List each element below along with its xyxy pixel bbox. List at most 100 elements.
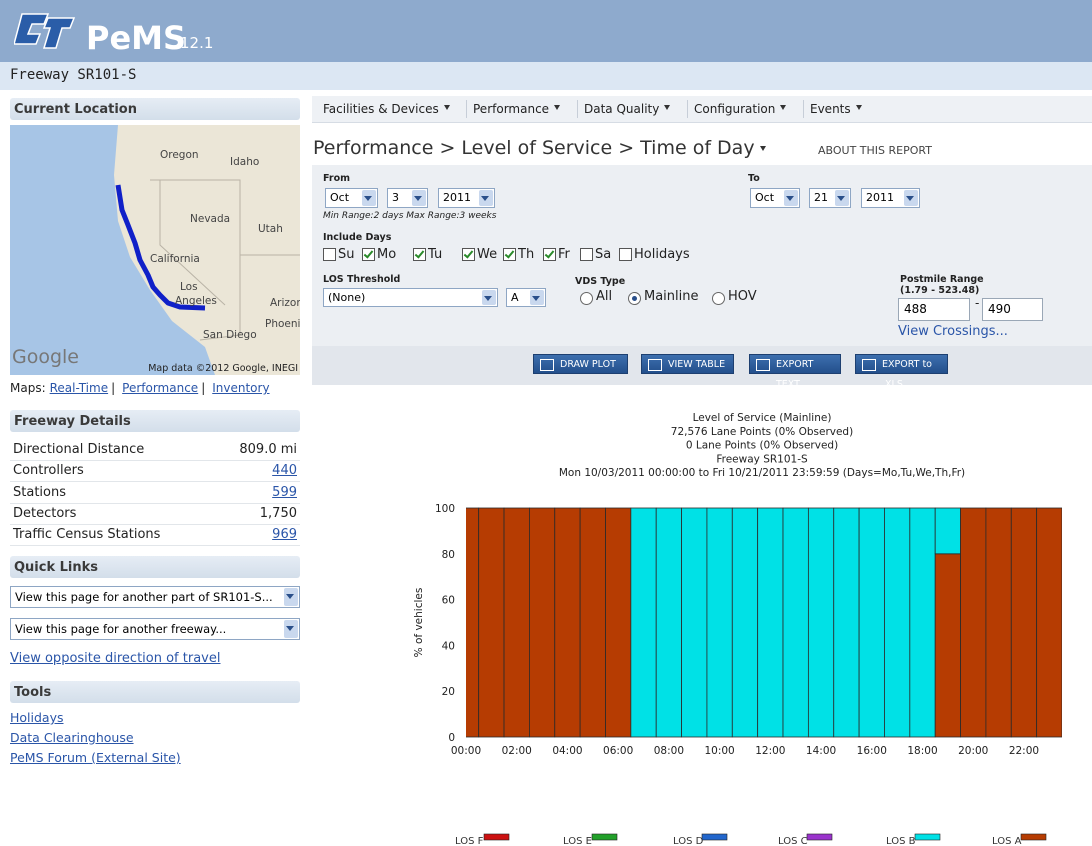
button[interactable]: DRAW PLOT [533, 354, 628, 374]
checkbox[interactable] [362, 248, 375, 261]
nav-divider [687, 100, 688, 118]
checkbox[interactable] [619, 248, 632, 261]
select[interactable]: 21 [809, 188, 851, 208]
x-tick-label: 04:00 [552, 745, 582, 757]
x-tick-label: 06:00 [603, 745, 633, 757]
map[interactable]: Oregon Idaho Nevada Utah California Los Angele… [10, 125, 300, 375]
checkbox[interactable] [323, 248, 336, 261]
radio-label: Mainline [644, 289, 699, 304]
nav-item[interactable]: Configuration [694, 102, 786, 116]
y-axis-label: % of vehicles [413, 588, 425, 658]
select[interactable]: Oct [325, 188, 378, 208]
bar-segment [630, 507, 657, 738]
tool-link[interactable]: Data Clearinghouse [10, 730, 134, 745]
row-divider [10, 502, 300, 504]
bar-segment [681, 507, 708, 738]
field-label: VDS Type [575, 276, 626, 287]
tool-link[interactable]: Holidays [10, 710, 64, 725]
select[interactable]: 2011 [861, 188, 920, 208]
map-credit: Map data ©2012 Google, INEGI [148, 363, 298, 374]
button[interactable]: VIEW TABLE [641, 354, 734, 374]
map-label: Utah [258, 223, 283, 235]
y-tick-label: 100 [435, 503, 455, 515]
radio-label: HOV [728, 289, 757, 304]
opposite-link[interactable]: View opposite direction of travel [10, 651, 221, 666]
detail-value: 1,750 [259, 505, 297, 521]
x-tick-label: 16:00 [857, 745, 887, 757]
field-label: LOS Threshold [323, 274, 401, 285]
select-text: A [511, 291, 519, 304]
button[interactable]: EXPORT to .XLS [855, 354, 948, 390]
nav-divider [803, 100, 804, 118]
select[interactable]: A [506, 288, 546, 307]
radio[interactable] [712, 292, 725, 305]
crossings-link[interactable]: View Crossings... [898, 324, 1008, 339]
nav-item[interactable]: Facilities & Devices [323, 102, 450, 116]
field-label: Include Days [323, 232, 392, 243]
chart-title: Level of Service (Mainline) [693, 412, 832, 424]
map-label: Los [180, 281, 198, 293]
bar-segment [833, 507, 860, 738]
checkbox[interactable] [462, 248, 475, 261]
legend-swatch [591, 833, 618, 841]
bar-segment [985, 507, 1012, 738]
x-tick-label: 10:00 [704, 745, 734, 757]
checkbox[interactable] [503, 248, 516, 261]
detail-value[interactable]: 440 [272, 463, 297, 479]
detail-label: Controllers [13, 463, 84, 479]
checkbox[interactable] [580, 248, 593, 261]
map-label: Angeles [175, 295, 217, 307]
map-label: Nevada [190, 213, 230, 225]
map-link[interactable]: Performance [122, 381, 199, 395]
header-bar [0, 0, 1092, 62]
select-text: View this page for another part of SR101… [15, 590, 273, 604]
bar-segment [655, 507, 682, 738]
detail-value[interactable]: 969 [272, 527, 297, 543]
text-input[interactable]: 490 [982, 298, 1043, 321]
section-title: Freeway Details [14, 414, 131, 429]
checkbox-label: Su [338, 247, 355, 262]
tool-link[interactable]: PeMS Forum (External Site) [10, 750, 181, 765]
select[interactable]: View this page for another freeway... [10, 618, 300, 640]
nav-item[interactable]: Performance [473, 102, 560, 116]
detail-value: 809.0 mi [239, 442, 297, 457]
about-link[interactable]: ABOUT THIS REPORT [818, 144, 932, 157]
select-text: 21 [814, 191, 828, 204]
y-tick-label: 60 [442, 595, 455, 607]
range-dash: - [975, 296, 980, 310]
map-link[interactable]: Inventory [212, 381, 270, 395]
select[interactable]: Oct [750, 188, 800, 208]
detail-value[interactable]: 599 [272, 484, 297, 500]
select[interactable]: View this page for another part of SR101… [10, 586, 300, 608]
bar-segment [884, 507, 911, 738]
nav-divider [577, 100, 578, 118]
x-tick-label: 02:00 [502, 745, 532, 757]
checkbox[interactable] [413, 248, 426, 261]
map-label: Idaho [230, 156, 259, 168]
select-text: 3 [392, 191, 399, 204]
checkbox[interactable] [543, 248, 556, 261]
section-title: Tools [14, 685, 52, 700]
bar-segment [1010, 507, 1038, 738]
bar-segment [731, 507, 759, 738]
subheader-bar [0, 62, 1092, 90]
select[interactable]: (None) [323, 288, 498, 307]
radio[interactable] [628, 292, 641, 305]
map-link[interactable]: Real-Time [49, 381, 109, 395]
nav-item[interactable]: Data Quality [584, 102, 670, 116]
chart-subtitle: 72,576 Lane Points (0% Observed) [671, 426, 853, 438]
chart-subtitle: 0 Lane Points (0% Observed) [686, 440, 838, 452]
button[interactable]: EXPORT TEXT [749, 354, 841, 390]
section-header [10, 98, 300, 120]
separator: | [201, 381, 206, 395]
y-tick-label: 20 [442, 686, 455, 698]
map-label: Phoenix [265, 318, 300, 330]
x-tick-label: 08:00 [654, 745, 684, 757]
text-input[interactable]: 488 [898, 298, 970, 321]
select[interactable]: 2011 [438, 188, 495, 208]
nav-item[interactable]: Events [810, 102, 862, 116]
radio[interactable] [580, 292, 593, 305]
select[interactable]: 3 [387, 188, 428, 208]
legend-label: LOS D [673, 836, 704, 846]
field-label: Postmile Range [900, 274, 984, 285]
